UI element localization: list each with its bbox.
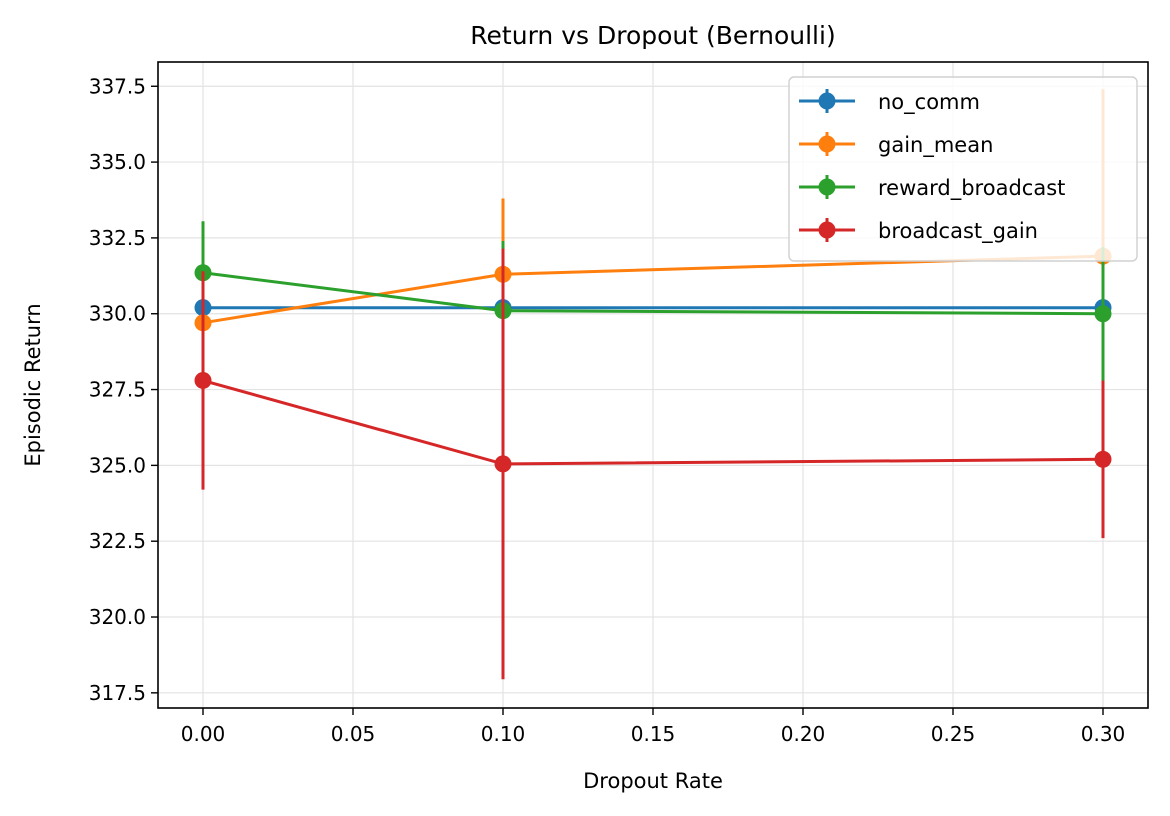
legend-label: broadcast_gain xyxy=(878,219,1038,244)
y-tick-label: 330.0 xyxy=(89,302,146,326)
grid-lines xyxy=(158,62,1148,708)
legend-item: gain_mean xyxy=(799,132,993,158)
data-point xyxy=(194,371,212,389)
y-axis-label: Episodic Return xyxy=(21,303,45,466)
legend-label: no_comm xyxy=(878,90,980,115)
y-tick-label: 322.5 xyxy=(89,529,146,553)
series-broadcast-gain xyxy=(194,248,1112,680)
legend-item: reward_broadcast xyxy=(799,175,1065,201)
x-tick-label: 0.00 xyxy=(181,722,226,746)
data-point xyxy=(1094,305,1112,323)
x-tick-label: 0.20 xyxy=(781,722,826,746)
legend-label: gain_mean xyxy=(878,133,993,158)
y-tick-label: 335.0 xyxy=(89,150,146,174)
legend-marker xyxy=(818,92,836,110)
data-point xyxy=(494,455,512,473)
legend-item: broadcast_gain xyxy=(799,218,1038,244)
data-point xyxy=(1094,450,1112,468)
y-tick-label: 337.5 xyxy=(89,74,146,98)
legend-marker xyxy=(818,135,836,153)
series-layer xyxy=(194,89,1112,680)
x-tick-label: 0.30 xyxy=(1081,722,1126,746)
x-tick-label: 0.10 xyxy=(481,722,526,746)
y-tick-label: 332.5 xyxy=(89,226,146,250)
legend-marker xyxy=(818,178,836,196)
legend-marker xyxy=(818,221,836,239)
x-tick-label: 0.05 xyxy=(331,722,376,746)
axis-ticks: 0.00 0.05 0.10 0.15 0.20 0.25 0.30 317.5 320.0 32… xyxy=(89,74,1126,746)
chart-title: Return vs Dropout (Bernoulli) xyxy=(470,21,835,50)
legend: no_comm gain_mean reward_broadcast broadcas… xyxy=(788,76,1138,262)
y-tick-label: 317.5 xyxy=(89,681,146,705)
legend-label: reward_broadcast xyxy=(878,176,1065,201)
y-tick-label: 327.5 xyxy=(89,378,146,402)
legend-box xyxy=(788,76,1138,262)
x-axis-label: Dropout Rate xyxy=(583,769,723,793)
y-tick-label: 325.0 xyxy=(89,453,146,477)
legend-item: no_comm xyxy=(799,89,980,115)
x-tick-label: 0.15 xyxy=(631,722,676,746)
x-tick-label: 0.25 xyxy=(931,722,976,746)
y-tick-label: 320.0 xyxy=(89,605,146,629)
